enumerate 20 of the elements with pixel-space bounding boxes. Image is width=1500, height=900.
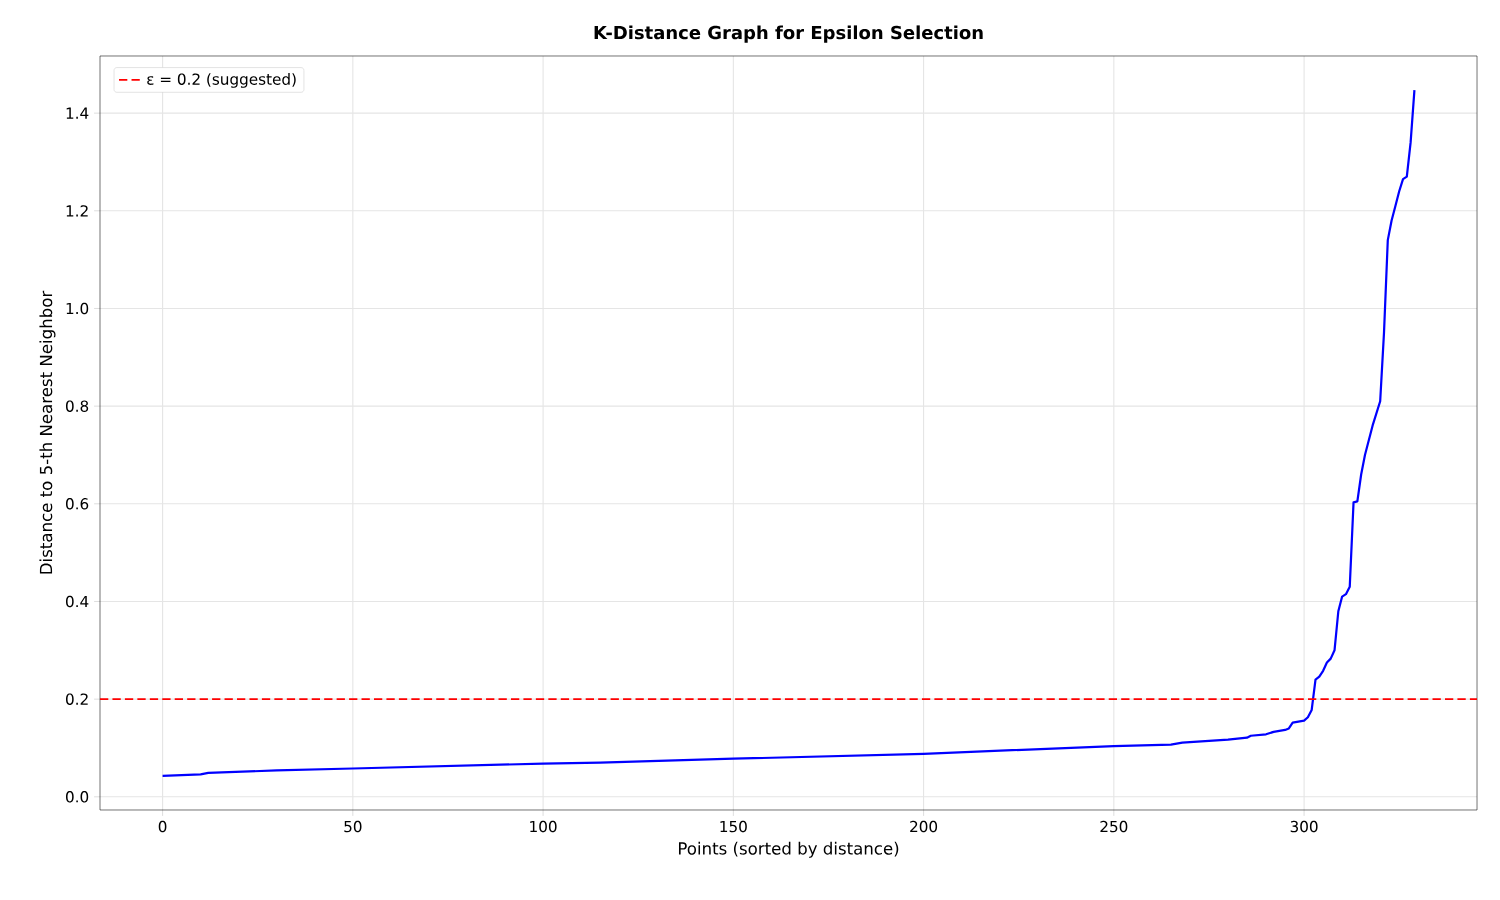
x-tick-label: 0 [158, 820, 167, 833]
x-tick-label: 100 [530, 820, 557, 833]
y-tick-label: 1.4 [66, 107, 89, 119]
chart-title: K-Distance Graph for Epsilon Selection [594, 25, 983, 43]
y-tick-label: 0.4 [66, 595, 89, 608]
x-tick-label: 50 [344, 820, 362, 833]
y-tick-label: 1.2 [66, 205, 88, 217]
x-tick-label: 250 [1100, 820, 1128, 833]
y-tick-label: 1.0 [66, 302, 89, 315]
y-tick-label: 0.2 [66, 693, 88, 705]
y-tick-label: 0.0 [66, 791, 89, 803]
x-tick-label: 150 [720, 820, 747, 833]
x-tick-label: 200 [910, 820, 938, 833]
y-tick-label: 0.8 [66, 400, 89, 412]
line-series [161, 89, 1416, 777]
legend-label: ε = 0.2 (suggested) [147, 73, 296, 88]
x-axis-title: Points (sorted by distance) [678, 841, 899, 858]
y-tick-label: 0.6 [66, 498, 89, 510]
x-tick-label: 300 [1290, 820, 1318, 833]
y-axis-title: Distance to 5-th Nearest Neighbor [39, 290, 56, 574]
